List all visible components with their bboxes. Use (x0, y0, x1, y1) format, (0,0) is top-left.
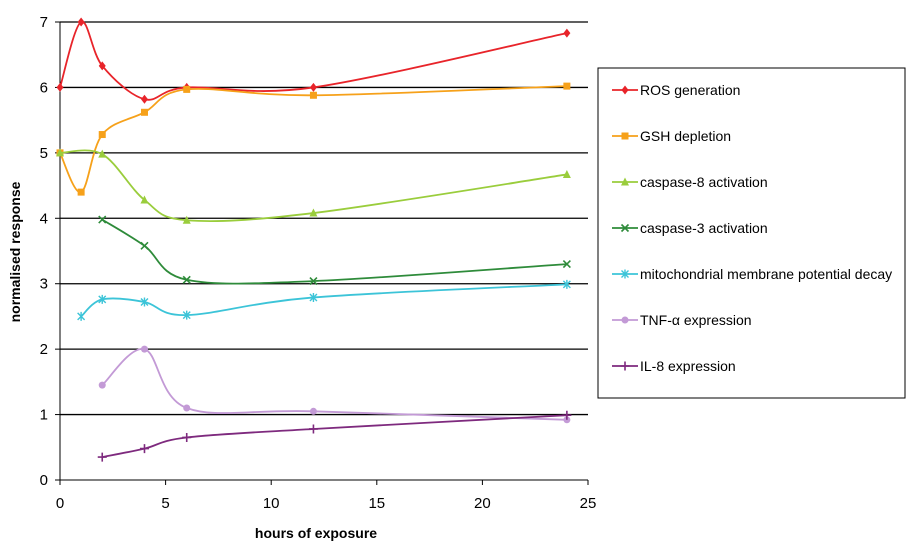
legend-item-1: ROS generation (612, 82, 740, 98)
data-point (309, 82, 317, 92)
data-point (140, 241, 149, 250)
x-tick-label: 15 (368, 495, 385, 512)
axes (55, 21, 589, 485)
data-point (98, 215, 107, 224)
data-point (183, 85, 191, 93)
data-point (77, 188, 85, 196)
series-line (101, 218, 567, 285)
data-point (98, 131, 106, 139)
legend-label: caspase-8 activation (640, 174, 768, 190)
data-point (563, 28, 571, 38)
legend-item-7: IL-8 expression (612, 358, 736, 374)
legend-label: ROS generation (640, 82, 740, 98)
grid-lines (60, 21, 588, 416)
series-line (101, 348, 567, 421)
legend-label: GSH depletion (640, 128, 731, 144)
legend: ROS generation GSH depletion caspase-8 act… (612, 82, 892, 374)
data-point (308, 424, 318, 434)
data-point (562, 260, 571, 269)
data-point (140, 94, 148, 104)
x-axis-title: hours of exposure (255, 525, 377, 541)
data-point (77, 17, 85, 27)
legend-marker (620, 361, 630, 371)
data-point (563, 82, 571, 90)
legend-marker (621, 85, 629, 95)
x-tick-label: 0 (56, 495, 64, 512)
series-3 (56, 148, 571, 224)
y-tick-label: 7 (40, 14, 48, 31)
y-axis-title: normalised response (7, 181, 23, 322)
data-point (309, 208, 318, 217)
series-4 (98, 215, 571, 286)
legend-marker (621, 177, 629, 186)
data-point (309, 292, 318, 302)
legend-label: IL-8 expression (640, 358, 736, 374)
tick-labels: 0 1 2 3 4 5 6 7 0 5 10 15 20 25 (40, 14, 597, 512)
legend-label: mitochondrial membrane potential decay (640, 266, 892, 282)
x-tick-label: 25 (580, 495, 597, 512)
y-tick-label: 1 (40, 407, 48, 424)
legend-item-2: GSH depletion (612, 128, 731, 144)
data-point (98, 381, 106, 389)
data-point (77, 311, 86, 321)
data-point (97, 452, 107, 462)
legend-item-6: TNF-α expression (612, 312, 752, 328)
series-1 (56, 17, 571, 104)
series-5 (77, 279, 571, 321)
data-point (56, 82, 64, 92)
data-point (182, 275, 191, 284)
legend-item-4: caspase-3 activation (612, 220, 768, 236)
data-point (309, 277, 318, 286)
x-tick-label: 5 (161, 495, 169, 512)
series-2 (56, 82, 571, 196)
legend-item-3: caspase-8 activation (612, 174, 768, 190)
data-point (98, 61, 106, 71)
data-point (56, 148, 64, 157)
series-line (102, 414, 567, 458)
legend-label: TNF-α expression (640, 312, 752, 328)
data-point (562, 279, 571, 289)
data-point (140, 345, 148, 353)
legend-marker (621, 269, 629, 279)
data-point (140, 297, 149, 307)
data-point (563, 416, 571, 424)
data-point (140, 108, 148, 116)
data-point (98, 149, 107, 158)
data-point (182, 310, 191, 320)
legend-marker (621, 316, 629, 324)
series-line (59, 85, 567, 194)
data-point (139, 444, 149, 454)
data-point (562, 169, 571, 178)
y-tick-label: 2 (40, 341, 48, 358)
series-layer (56, 17, 572, 462)
data-point (309, 407, 317, 415)
legend-item-5: mitochondrial membrane potential decay (612, 266, 892, 282)
data-point (562, 410, 572, 420)
data-point (182, 215, 191, 224)
series-7 (97, 410, 572, 462)
y-tick-label: 5 (40, 145, 48, 162)
legend-marker (621, 132, 629, 140)
data-point (182, 432, 192, 442)
x-tick-label: 10 (263, 495, 280, 512)
y-tick-label: 6 (40, 79, 48, 96)
data-point (183, 404, 191, 412)
series-line (80, 283, 567, 318)
series-6 (98, 345, 571, 424)
y-tick-label: 4 (40, 210, 48, 227)
y-tick-label: 0 (40, 472, 48, 489)
y-tick-label: 3 (40, 276, 48, 293)
legend-label: caspase-3 activation (640, 220, 768, 236)
data-point (98, 294, 107, 304)
x-tick-label: 20 (474, 495, 491, 512)
legend-box (597, 67, 906, 399)
data-point (309, 91, 317, 99)
legend-marker (620, 223, 630, 233)
data-point (140, 195, 149, 204)
